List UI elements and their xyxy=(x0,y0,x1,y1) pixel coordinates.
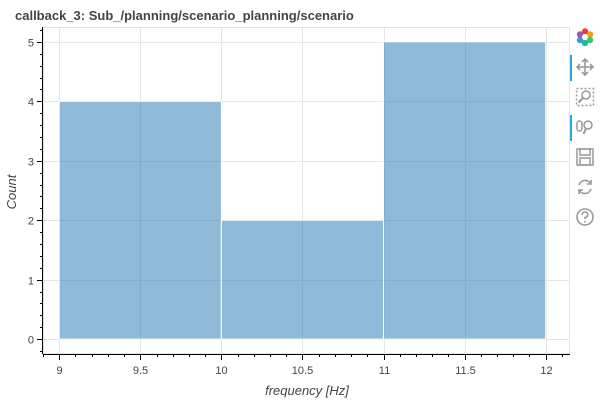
pan-tool-icon[interactable] xyxy=(568,54,600,82)
histogram-bar xyxy=(58,100,222,340)
x-tick-label: 11 xyxy=(379,365,390,377)
save-tool-icon[interactable] xyxy=(568,144,600,172)
wheel-zoom-tool-icon[interactable] xyxy=(568,114,600,142)
plot-frame xyxy=(43,27,570,354)
chart-title: callback_3: Sub_/planning/scenario_plann… xyxy=(15,8,354,23)
help-tool-icon[interactable] xyxy=(568,204,600,232)
y-tick-label: 3 xyxy=(28,157,34,169)
x-tick-label: 10.5 xyxy=(292,365,313,377)
y-tick-label: 1 xyxy=(28,276,34,288)
bars xyxy=(58,41,547,340)
histogram-bar xyxy=(220,219,385,340)
x-tick-label: 10 xyxy=(215,365,227,377)
y-tick-label: 2 xyxy=(28,216,34,228)
y-tick-label: 0 xyxy=(28,335,34,347)
y-tick-label: 4 xyxy=(28,97,34,109)
y-axis-label: Count xyxy=(4,173,19,209)
x-tick-label: 9 xyxy=(56,365,62,377)
x-tick-label: 9.5 xyxy=(133,365,148,377)
bokeh-logo-icon[interactable] xyxy=(568,24,600,52)
box-zoom-tool-icon[interactable] xyxy=(568,84,600,112)
x-tick-label: 11.5 xyxy=(455,365,476,377)
x-tick-label: 12 xyxy=(540,365,552,377)
reset-tool-icon[interactable] xyxy=(568,174,600,202)
histogram-bar xyxy=(383,41,547,340)
x-axis-label: frequency [Hz] xyxy=(265,383,349,398)
plot-toolbar xyxy=(568,24,600,244)
y-tick-label: 5 xyxy=(28,38,34,50)
